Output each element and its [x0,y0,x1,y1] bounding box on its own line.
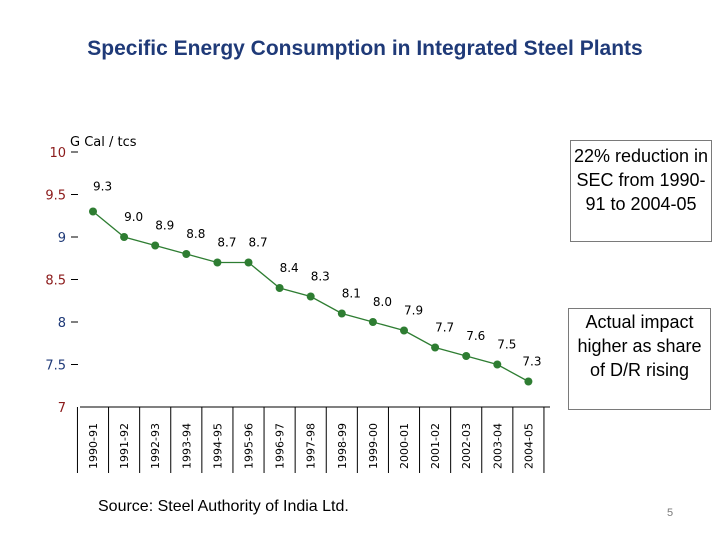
x-tick-label: 2002-03 [460,423,473,469]
slide-title: Specific Energy Consumption in Integrate… [87,37,643,60]
y-tick-label: 9.5 [45,189,66,204]
data-label: 9.3 [93,180,112,194]
data-point [400,326,408,335]
y-tick-label: 8.5 [45,274,66,289]
data-label: 7.7 [435,321,454,335]
x-tick-label: 1990-91 [87,423,100,469]
y-tick-label: 8 [58,316,66,331]
y-tick-label: 7.5 [45,359,66,374]
data-point [306,292,315,301]
x-tick-label: 2004-05 [522,423,535,469]
x-tick-label: 2000-01 [398,423,411,469]
page-number: 5 [667,507,674,519]
actual-impact-callout: Actual impact higher as share of D/R ris… [568,308,711,410]
y-axis-label: G Cal / tcs [70,135,137,150]
data-label: 7.5 [497,338,516,352]
data-label: 9.0 [124,210,143,224]
x-tick-label: 2003-04 [491,423,504,469]
data-label: 8.0 [373,295,392,309]
data-label: 7.3 [522,355,541,369]
data-point [275,284,284,292]
x-tick-label: 1993-94 [180,423,193,469]
x-tick-label: 1991-92 [118,423,131,469]
data-point [462,352,471,360]
data-label: 8.9 [155,219,174,233]
data-point [524,377,533,386]
data-point [493,360,502,369]
x-tick-label: 1998-99 [336,423,349,469]
data-point [337,309,346,318]
y-tick-label: 9 [58,231,66,246]
x-tick-label: 1996-97 [274,423,287,469]
data-label: 8.3 [311,270,330,284]
data-label: 8.1 [342,287,361,301]
data-label: 7.9 [404,304,423,318]
data-point [213,258,222,267]
x-tick-label: 1994-95 [211,423,224,469]
data-point [368,318,377,326]
source-note: Source: Steel Authority of India Ltd. [98,498,349,515]
data-point [244,258,253,267]
data-label: 7.6 [466,329,485,343]
data-label: 8.7 [249,236,268,250]
data-label: 8.7 [217,236,236,250]
reduction-callout: 22% reduction in SEC from 1990-91 to 200… [570,140,712,242]
x-tick-label: 2001-02 [429,423,442,469]
y-tick-label: 10 [49,146,66,161]
x-tick-label: 1999-00 [367,423,380,469]
data-point [431,343,440,352]
x-tick-label: 1995-96 [243,423,256,469]
data-point [120,233,129,241]
data-point [151,241,160,250]
y-tick-label: 7 [58,401,66,416]
x-tick-label: 1997-98 [305,423,318,469]
data-label: 8.8 [186,227,205,241]
data-point [89,207,97,216]
data-point [182,250,191,258]
x-tick-label: 1992-93 [149,423,162,469]
data-label: 8.4 [280,261,299,275]
